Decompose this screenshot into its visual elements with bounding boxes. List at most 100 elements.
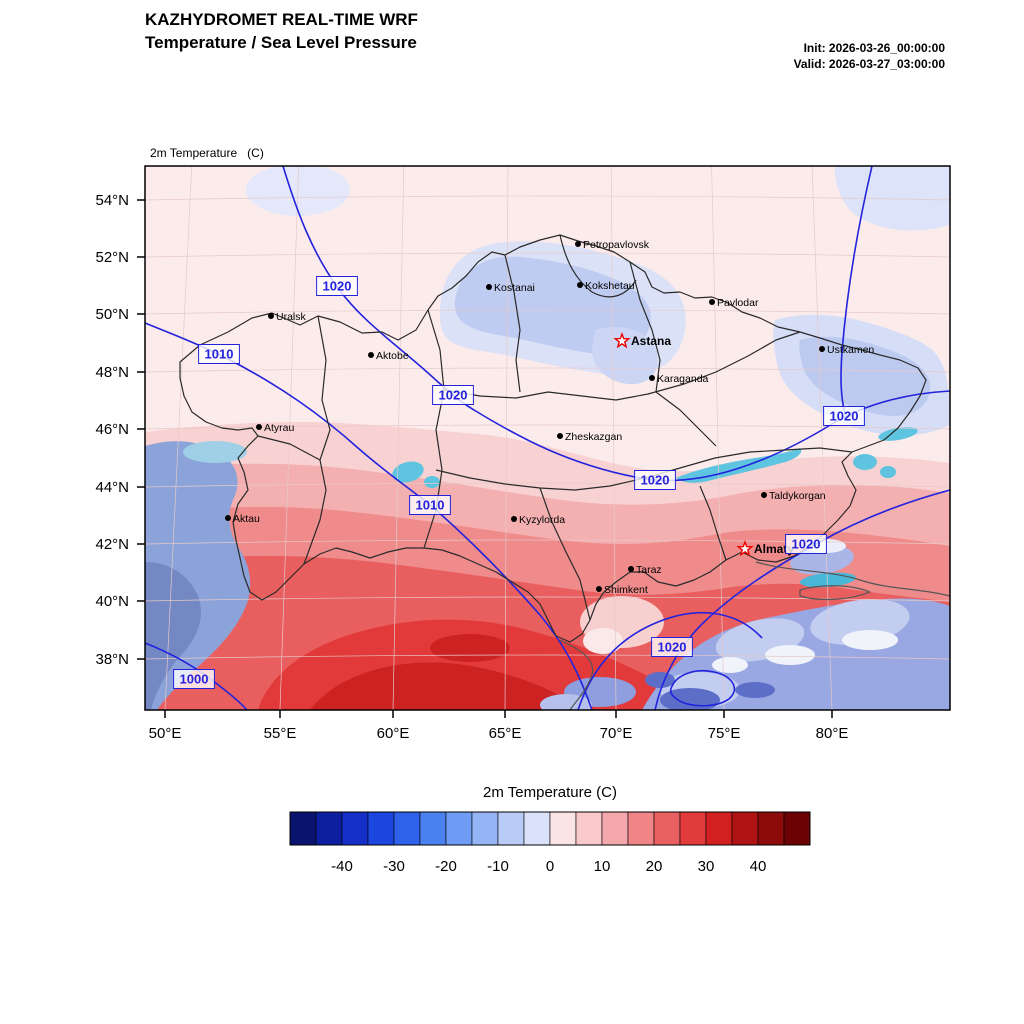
city-label: Astana <box>631 334 671 348</box>
admin-borders <box>179 234 950 710</box>
graticule-line <box>145 654 950 660</box>
run-times: Init: 2026-03-26_00:00:00 Valid: 2026-03… <box>794 40 945 72</box>
contour-1020-southeast <box>654 489 950 710</box>
lat-tick-label: 54°N <box>95 192 129 209</box>
pressure-label-box <box>198 344 240 364</box>
colorbar-tick-label: 40 <box>750 858 767 875</box>
lat-tick-label: 46°N <box>95 421 129 438</box>
pressure-label-box <box>651 637 693 657</box>
city-label: Kyzylorda <box>519 514 565 526</box>
colorbar-segment <box>601 811 629 846</box>
pressure-label-box <box>432 385 474 405</box>
lon-tick-label: 75°E <box>708 725 741 742</box>
colorbar-outline <box>289 811 811 846</box>
graticule-line <box>145 195 950 201</box>
graticule-line <box>145 482 950 488</box>
city-dot-icon <box>596 586 602 592</box>
colorbar-tick-label: 20 <box>646 858 663 875</box>
colorbar-segment <box>497 811 525 846</box>
city-dot-icon <box>511 516 517 522</box>
colorbar-segment <box>575 811 603 846</box>
city-dot-icon <box>709 299 715 305</box>
city-dot-icon <box>368 352 374 358</box>
colorbar-segment <box>471 811 499 846</box>
city-label: Aktau <box>233 513 260 525</box>
oblast-border <box>303 315 331 565</box>
pressure-label: 1020 <box>641 473 670 488</box>
city-dot-icon <box>557 433 563 439</box>
colorbar-segment <box>367 811 395 846</box>
city-label: Taldykorgan <box>769 490 826 502</box>
colorbar-segment <box>523 811 551 846</box>
graticule-line <box>145 309 950 315</box>
pressure-label: 1020 <box>439 388 468 403</box>
city-dot-icon <box>225 515 231 521</box>
pressure-label: 1020 <box>792 537 821 552</box>
foreign-border <box>559 639 594 710</box>
city-label: Pavlodar <box>717 297 759 309</box>
colorbar-title: 2m Temperature (C) <box>483 784 617 801</box>
city-dot-icon <box>649 375 655 381</box>
colorbar-segment <box>445 811 473 846</box>
pressure-label-box <box>409 495 451 515</box>
lat-tick-label: 42°N <box>95 536 129 553</box>
capital-star-icon <box>736 539 754 557</box>
colorbar-tick-label: 10 <box>594 858 611 875</box>
map-header: KAZHYDROMET REAL-TIME WRF Temperature / … <box>145 8 418 54</box>
lat-tick-label: 48°N <box>95 364 129 381</box>
colorbar-tick-label: 0 <box>546 858 554 875</box>
city-dot-icon <box>486 284 492 290</box>
pressure-label: 1020 <box>658 640 687 655</box>
lon-tick-label: 55°E <box>264 725 297 742</box>
city-label: Kokshetau <box>585 280 635 292</box>
city-label: Zheskazgan <box>565 431 622 443</box>
pressure-label: 1010 <box>205 347 234 362</box>
foreign-border <box>799 585 871 601</box>
graticule-line <box>711 166 725 710</box>
graticule-line <box>279 166 300 710</box>
pressure-label-box <box>316 276 358 296</box>
city-label: Ustkamen <box>827 344 874 356</box>
city-dot-icon <box>819 346 825 352</box>
colorbar-segment <box>315 811 343 846</box>
colorbar-tick-label: -10 <box>487 858 509 875</box>
lon-tick-label: 70°E <box>600 725 633 742</box>
colorbar-segment <box>783 811 811 846</box>
oblast-border <box>539 487 591 621</box>
pressure-label-box <box>823 406 865 426</box>
foreign-border <box>755 561 950 597</box>
colorbar-segment <box>289 811 317 846</box>
pressure-label-box <box>173 669 215 689</box>
graticule-line <box>145 539 950 545</box>
page-title: KAZHYDROMET REAL-TIME WRF <box>145 10 418 29</box>
oblast-border <box>257 435 321 461</box>
lat-tick-label: 38°N <box>95 651 129 668</box>
city-markers: Petropavlovsk Kostanai Kokshetau Pavlodar Ur… <box>225 239 874 596</box>
lat-tick-label: 40°N <box>95 593 129 610</box>
colorbar-tick-label: -30 <box>383 858 405 875</box>
pressure-label-box <box>785 534 827 554</box>
city-dot-icon <box>628 566 634 572</box>
oblast-border <box>655 391 717 447</box>
lon-tick-label: 50°E <box>149 725 182 742</box>
contour-ridge-east <box>840 166 873 415</box>
oblast-border <box>699 485 727 561</box>
page-subtitle: Temperature / Sea Level Pressure <box>145 33 417 52</box>
graticule-line <box>610 166 617 710</box>
oblast-border <box>504 254 521 393</box>
city-label: Karaganda <box>657 373 709 385</box>
lon-tick-label: 80°E <box>816 725 849 742</box>
graticule-line <box>164 166 193 710</box>
contour-closed-low <box>669 670 736 707</box>
city-label: Taraz <box>636 564 662 576</box>
city-dot-icon <box>256 424 262 430</box>
init-time: Init: 2026-03-26_00:00:00 <box>803 41 945 55</box>
lon-tick-label: 60°E <box>377 725 410 742</box>
colorbar-segment <box>705 811 733 846</box>
city-label: Uralsk <box>276 311 307 323</box>
graticule-line <box>504 166 509 710</box>
pressure-label: 1010 <box>416 498 445 513</box>
graticule-line <box>392 166 405 710</box>
